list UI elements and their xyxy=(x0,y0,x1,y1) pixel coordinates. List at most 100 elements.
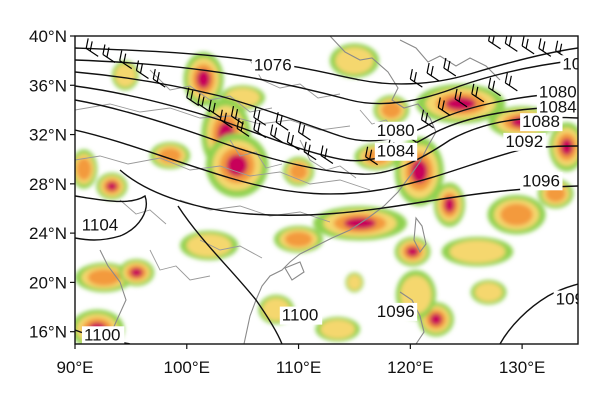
wind-barb-shaft xyxy=(471,93,485,103)
wind-barb-feather xyxy=(234,108,239,119)
wind-barb-feather xyxy=(437,97,441,108)
wind-barb-feather xyxy=(409,69,413,80)
wind-barb-shaft xyxy=(197,103,211,113)
contour-label: 1096 xyxy=(377,302,415,321)
plot-area: 1076108010841092109611041100110010961080… xyxy=(75,36,578,344)
shaded-cell xyxy=(406,246,419,257)
wind-barb-feather xyxy=(253,107,257,118)
wind-barb-feather xyxy=(426,62,430,74)
wind-barb-feather xyxy=(123,53,127,64)
shaded-cell xyxy=(474,282,503,302)
longitude-axis: 90°E 100°E 110°E 120°E 130°E xyxy=(56,344,545,377)
contour-label-bg xyxy=(520,172,563,191)
contour-label-bg xyxy=(536,83,578,102)
contour-label-bg xyxy=(560,55,578,74)
contour-label-bg xyxy=(79,216,123,235)
lat-tick-label: 16°N xyxy=(29,323,67,342)
wind-barb-feather xyxy=(458,91,462,102)
wind-barb-feather xyxy=(223,112,227,123)
wind-barb-shaft xyxy=(521,45,535,55)
lon-tick-label: 90°E xyxy=(56,358,93,377)
wind-barb-feather xyxy=(89,41,93,52)
wind-barb-feather xyxy=(487,77,492,88)
wind-barb-feather xyxy=(525,38,529,49)
wind-barb-feather xyxy=(487,36,491,42)
lat-tick-label: 24°N xyxy=(29,224,67,243)
wind-barb-feather xyxy=(257,110,261,121)
wind-barb-shaft xyxy=(219,119,233,129)
lat-tick-label: 32°N xyxy=(29,126,67,145)
lat-tick-label: 28°N xyxy=(29,175,67,194)
wind-barb-shaft xyxy=(231,115,244,125)
shaded-cell xyxy=(445,97,476,111)
wind-barb-feather xyxy=(447,60,451,71)
contour-label: 1100 xyxy=(84,325,121,344)
lon-tick-label: 120°E xyxy=(387,358,434,377)
wind-barb-feather xyxy=(475,86,479,97)
wind-barb-shaft xyxy=(538,47,552,57)
wind-barb-feather xyxy=(230,105,235,117)
wind-barb-shaft xyxy=(443,67,457,77)
latitude-axis: 40°N 36°N 32°N 28°N 24°N 20°N 16°N xyxy=(29,27,75,342)
lon-tick-label: 100°E xyxy=(164,358,211,377)
shaded-cell xyxy=(106,181,118,191)
wind-barb-feather xyxy=(521,36,525,46)
contour-label: 1096 xyxy=(522,171,560,190)
wind-barb-feather xyxy=(119,50,123,61)
contour-labels: 1076108010841092109611041100110010961080… xyxy=(79,54,578,344)
shaded-cell xyxy=(429,313,443,326)
wind-barb-shaft xyxy=(365,156,378,166)
wind-barb-feather xyxy=(286,131,290,143)
wind-barb-feather xyxy=(491,80,496,91)
contour-label: 1104 xyxy=(82,216,119,235)
wind-barb-feather xyxy=(139,63,144,74)
wind-barb-feather xyxy=(324,148,328,159)
wind-barb-shaft xyxy=(186,97,200,107)
wind-barb-feather xyxy=(257,122,261,133)
contour-label-bg xyxy=(374,302,418,321)
wind-barb-feather xyxy=(208,99,212,111)
province-borders xyxy=(75,59,399,281)
wind-barb-shaft xyxy=(152,78,166,88)
wind-barb-feather xyxy=(320,145,324,156)
shaded-cell xyxy=(449,240,506,264)
contour-label: 1076 xyxy=(254,55,292,74)
shaded-cell xyxy=(114,63,136,87)
wind-barb-feather xyxy=(135,60,140,71)
wind-barb-shaft xyxy=(488,87,501,97)
wind-barb-feather xyxy=(430,65,434,76)
contour-label-bg xyxy=(374,121,418,140)
wind-barb-shaft xyxy=(298,131,311,141)
wind-barb-shaft xyxy=(426,72,440,82)
shaded-cell xyxy=(347,274,362,291)
contour-label-bg xyxy=(520,113,563,132)
wind-barb-feather xyxy=(508,36,512,47)
wind-barb-feather xyxy=(424,112,429,123)
contour-label: 1080 xyxy=(539,83,577,102)
wind-barb-feather xyxy=(508,75,512,86)
shaded-cell xyxy=(289,163,308,180)
wind-barb-feather xyxy=(106,47,110,58)
wind-barb-feather xyxy=(201,96,205,107)
wind-barb-feather xyxy=(307,144,311,155)
shaded-cell xyxy=(500,203,533,226)
shaded-cell xyxy=(196,69,211,89)
wind-barb-shaft xyxy=(253,116,267,126)
contour-label: 1080 xyxy=(377,121,415,140)
wind-barb-shaft xyxy=(437,106,451,116)
wind-barb-shaft xyxy=(488,40,501,50)
shaded-cell xyxy=(410,159,428,184)
wind-barb-feather xyxy=(85,38,89,49)
contour-label-bg xyxy=(279,306,323,325)
wind-barb-feather xyxy=(365,146,369,157)
shaded-cell xyxy=(87,269,121,286)
lat-tick-label: 20°N xyxy=(29,273,67,292)
wind-barb-feather xyxy=(454,88,458,99)
wind-barb-shaft xyxy=(421,119,434,129)
shaded-cell xyxy=(320,319,356,339)
wind-barb-feather xyxy=(441,100,445,111)
wind-barb-shaft xyxy=(102,53,116,63)
wind-barb-feather xyxy=(471,83,475,95)
wind-barb-feather xyxy=(420,109,425,120)
